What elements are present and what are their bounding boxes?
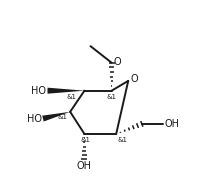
Text: &1: &1	[57, 114, 68, 120]
Text: OH: OH	[77, 161, 92, 171]
Text: O: O	[114, 57, 121, 67]
Text: &1: &1	[81, 137, 91, 143]
Text: &1: &1	[66, 94, 76, 100]
Polygon shape	[42, 112, 70, 122]
Text: &1: &1	[107, 94, 117, 101]
Text: O: O	[130, 74, 138, 84]
Text: HO: HO	[31, 86, 46, 96]
Text: OH: OH	[164, 119, 180, 129]
Polygon shape	[47, 88, 84, 94]
Text: HO: HO	[27, 114, 42, 124]
Text: &1: &1	[117, 137, 127, 143]
